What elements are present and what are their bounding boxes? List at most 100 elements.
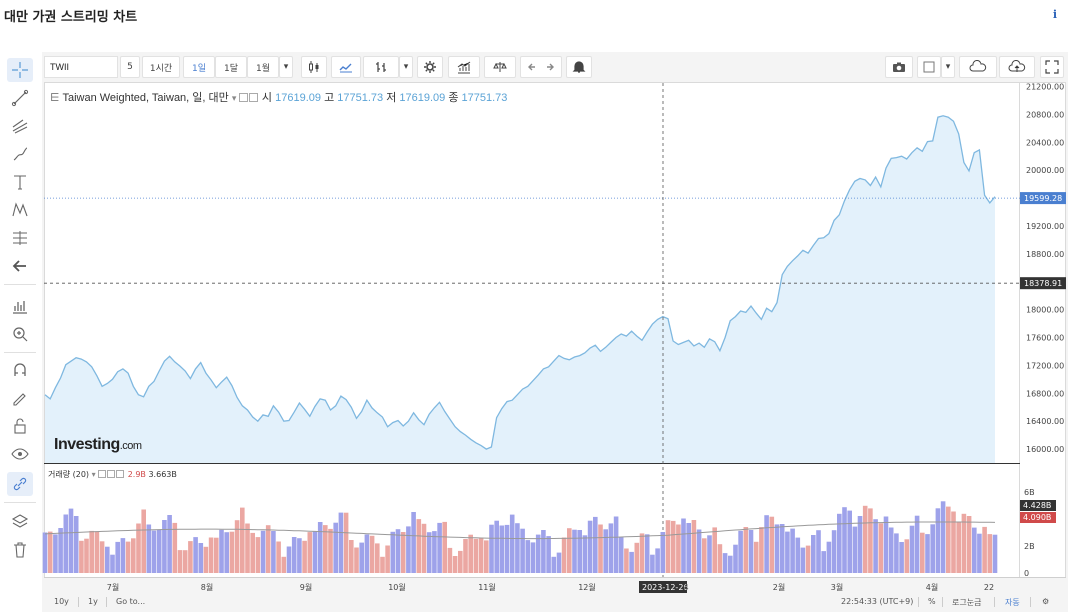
time-tick-label: 4 [683, 583, 688, 592]
time-tick-label: 10월 [388, 582, 406, 592]
interval-1mo[interactable]: 1달 [215, 56, 247, 78]
volume-bar [842, 507, 847, 573]
volume-bar [291, 537, 297, 573]
magnet-icon[interactable] [7, 358, 33, 382]
interval-custom[interactable]: 1월 [247, 56, 279, 78]
volume-bar [717, 544, 723, 573]
price-tick-label: 16000.00 [1026, 445, 1064, 454]
time-tick-label: 22 [984, 583, 994, 592]
volume-bar [406, 526, 411, 573]
volume-settings-icon[interactable] [107, 470, 116, 478]
volume-bar [478, 537, 484, 573]
price-axis[interactable] [1020, 82, 1066, 578]
volume-bar [525, 540, 531, 573]
interval-1d[interactable]: 1일 [183, 56, 215, 78]
interval-dropdown-icon[interactable]: ▾ [279, 56, 293, 78]
chart-settings-gear-icon[interactable]: ⚙ [1042, 597, 1050, 606]
volume-bar [624, 548, 629, 573]
volume-value-1: 2.9B [127, 470, 146, 479]
settings-icon[interactable] [417, 56, 443, 78]
legend-collapse-icon[interactable]: ⋿ [50, 92, 63, 104]
goto-button[interactable]: Go to... [116, 597, 146, 606]
price-tick-label: 19200.00 [1026, 222, 1064, 231]
cloud-load-icon[interactable] [959, 56, 997, 78]
volume-bar [904, 539, 910, 573]
volume-bar [598, 524, 603, 573]
camera-icon[interactable] [885, 56, 913, 78]
volume-bar [613, 516, 619, 573]
crosshair-icon[interactable] [7, 58, 33, 82]
volume-tick-label: 6B [1024, 488, 1035, 497]
volume-bar [634, 542, 640, 573]
range-10y-button[interactable]: 10y [54, 597, 69, 606]
indicator-chart-icon[interactable] [448, 56, 480, 78]
volume-bar [421, 523, 427, 573]
info-icon[interactable]: i [1052, 8, 1058, 21]
volume-bar [188, 541, 193, 573]
volume-bar [323, 525, 328, 573]
volume-tick-label: 2B [1024, 542, 1035, 551]
volume-visibility-icon[interactable] [98, 470, 107, 478]
crosshair-date-label: 2023-12-26 [642, 583, 689, 592]
volume-bar [255, 537, 261, 573]
layout-icon[interactable] [917, 56, 941, 78]
indicators-icon[interactable] [7, 294, 33, 318]
legend-visibility-icon[interactable] [238, 93, 248, 102]
zoom-icon[interactable] [7, 322, 33, 346]
fib-tools-icon[interactable] [7, 114, 33, 138]
area-chart-icon[interactable] [331, 56, 361, 78]
investing-logo: Investing.com [54, 436, 142, 453]
bars-style-icon[interactable] [363, 56, 399, 78]
link-icon[interactable] [7, 472, 33, 496]
volume-bar [136, 523, 141, 573]
pattern-icon[interactable] [7, 198, 33, 222]
log-scale-toggle[interactable]: 로그눈금 [952, 598, 982, 607]
trend-line-icon[interactable] [7, 86, 33, 110]
interval-5[interactable]: 5 [120, 56, 140, 78]
volume-bar [629, 551, 634, 573]
volume-bar [271, 531, 276, 573]
volume-bar [987, 534, 993, 573]
symbol-input[interactable]: TWII [44, 56, 118, 78]
brush-icon[interactable] [7, 142, 33, 166]
volume-bar [567, 528, 572, 573]
lock-icon[interactable] [7, 414, 33, 438]
legend-settings-icon[interactable] [248, 93, 258, 102]
volume-bar [447, 547, 453, 573]
trash-icon[interactable] [7, 538, 33, 562]
compare-icon[interactable] [484, 56, 516, 78]
volume-bar [894, 533, 899, 573]
volume-bar [494, 520, 499, 573]
cloud-save-icon[interactable] [999, 56, 1035, 78]
volume-bar [115, 541, 120, 573]
text-tool-icon[interactable] [7, 170, 33, 194]
candles-icon[interactable] [301, 56, 327, 78]
volume-bar [520, 528, 525, 573]
volume-badge-1 [1020, 500, 1056, 511]
volume-close-icon[interactable] [116, 470, 125, 478]
percent-toggle[interactable]: % [928, 597, 936, 606]
measure-icon[interactable] [7, 226, 33, 250]
time-tick-label: 2월 [773, 582, 785, 592]
layers-icon[interactable] [7, 510, 33, 534]
range-1y-button[interactable]: 1y [88, 597, 98, 606]
legend-open-value: 17619.09 [275, 92, 321, 104]
auto-scale-toggle[interactable]: 자동 [1005, 598, 1020, 607]
alert-bell-icon[interactable] [566, 56, 592, 78]
volume-bar [437, 522, 442, 573]
back-arrow-icon[interactable] [7, 254, 33, 278]
fullscreen-icon[interactable] [1040, 56, 1064, 78]
layout-dropdown-icon[interactable]: ▾ [941, 56, 955, 78]
volume-bar [369, 535, 375, 573]
volume-bar [151, 530, 157, 573]
volume-bar [349, 540, 354, 573]
interval-1h[interactable]: 1시간 [142, 56, 180, 78]
eye-icon[interactable] [7, 442, 33, 466]
price-tick-label: 21200.00 [1026, 82, 1064, 91]
lock-pencil-icon[interactable] [7, 386, 33, 410]
volume-bar [110, 554, 115, 573]
time-tick-label: 11월 [478, 582, 496, 592]
volume-bar [338, 512, 344, 573]
volume-bar [47, 531, 53, 573]
chart-type-dropdown-icon[interactable]: ▾ [399, 56, 413, 78]
